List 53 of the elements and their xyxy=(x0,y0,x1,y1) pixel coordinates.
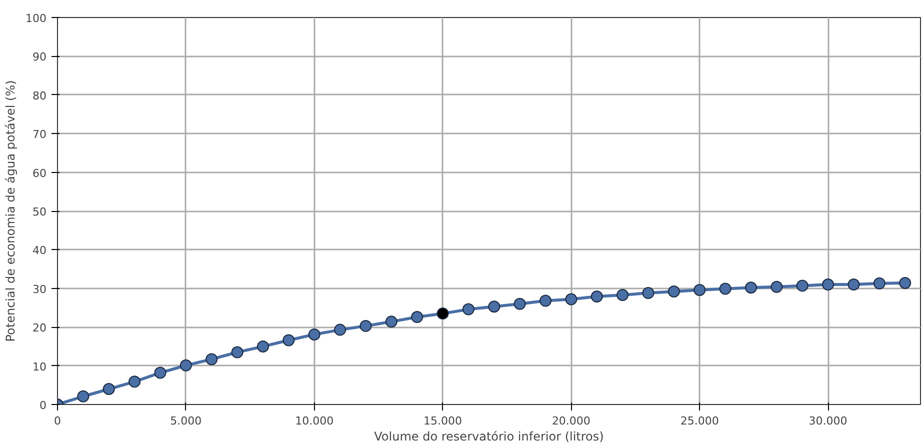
y-tick-label: 50 xyxy=(32,206,47,218)
point xyxy=(231,346,244,358)
point xyxy=(694,284,706,296)
x-tick-label: 15.000 xyxy=(424,414,462,428)
y-tick-label: 70 xyxy=(32,128,47,142)
point xyxy=(436,308,449,320)
point xyxy=(411,311,424,324)
x-tick-label: 25.000 xyxy=(680,414,719,428)
point xyxy=(102,383,115,396)
y-tick-label: 10 xyxy=(32,360,47,374)
point xyxy=(796,280,808,292)
point xyxy=(514,298,526,310)
point xyxy=(590,290,603,303)
point xyxy=(206,353,218,366)
y-tick-label: 20 xyxy=(32,322,47,335)
point xyxy=(180,359,192,372)
y-tick-label: 40 xyxy=(32,244,47,258)
point xyxy=(719,282,732,295)
y-tick-label: 60 xyxy=(32,166,47,180)
x-tick-label: 10.000 xyxy=(295,414,334,428)
point xyxy=(488,300,500,313)
point xyxy=(565,293,578,306)
point xyxy=(642,287,654,300)
point xyxy=(360,320,372,332)
x-axis-title: Volume do reservatório inferior (litros) xyxy=(374,430,604,444)
point xyxy=(744,282,757,294)
y-tick-label: 90 xyxy=(32,50,47,64)
y-tick-label: 80 xyxy=(32,89,47,102)
y-tick-label: 100 xyxy=(26,12,47,25)
point xyxy=(128,376,141,388)
point xyxy=(848,278,860,291)
x-tick-label: 30.000 xyxy=(808,414,848,428)
point xyxy=(822,278,834,291)
point xyxy=(540,294,552,307)
point xyxy=(77,390,90,402)
point xyxy=(256,340,269,352)
y-axis-title: Potencial de economia de água potável (%) xyxy=(4,80,18,342)
y-tick-label: 0 xyxy=(40,399,46,412)
point xyxy=(334,324,346,336)
point xyxy=(308,328,320,340)
point xyxy=(462,303,474,316)
x-tick-label: 0 xyxy=(54,414,61,428)
point xyxy=(668,286,680,298)
point xyxy=(616,288,629,301)
point xyxy=(899,276,912,289)
point xyxy=(385,316,398,328)
point xyxy=(770,280,783,293)
y-tick-label: 30 xyxy=(32,282,47,296)
x-tick-label: 20.000 xyxy=(552,414,590,428)
x-tick-label: 5.000 xyxy=(170,414,202,428)
point xyxy=(154,366,166,379)
point xyxy=(873,277,886,290)
point xyxy=(282,334,295,346)
